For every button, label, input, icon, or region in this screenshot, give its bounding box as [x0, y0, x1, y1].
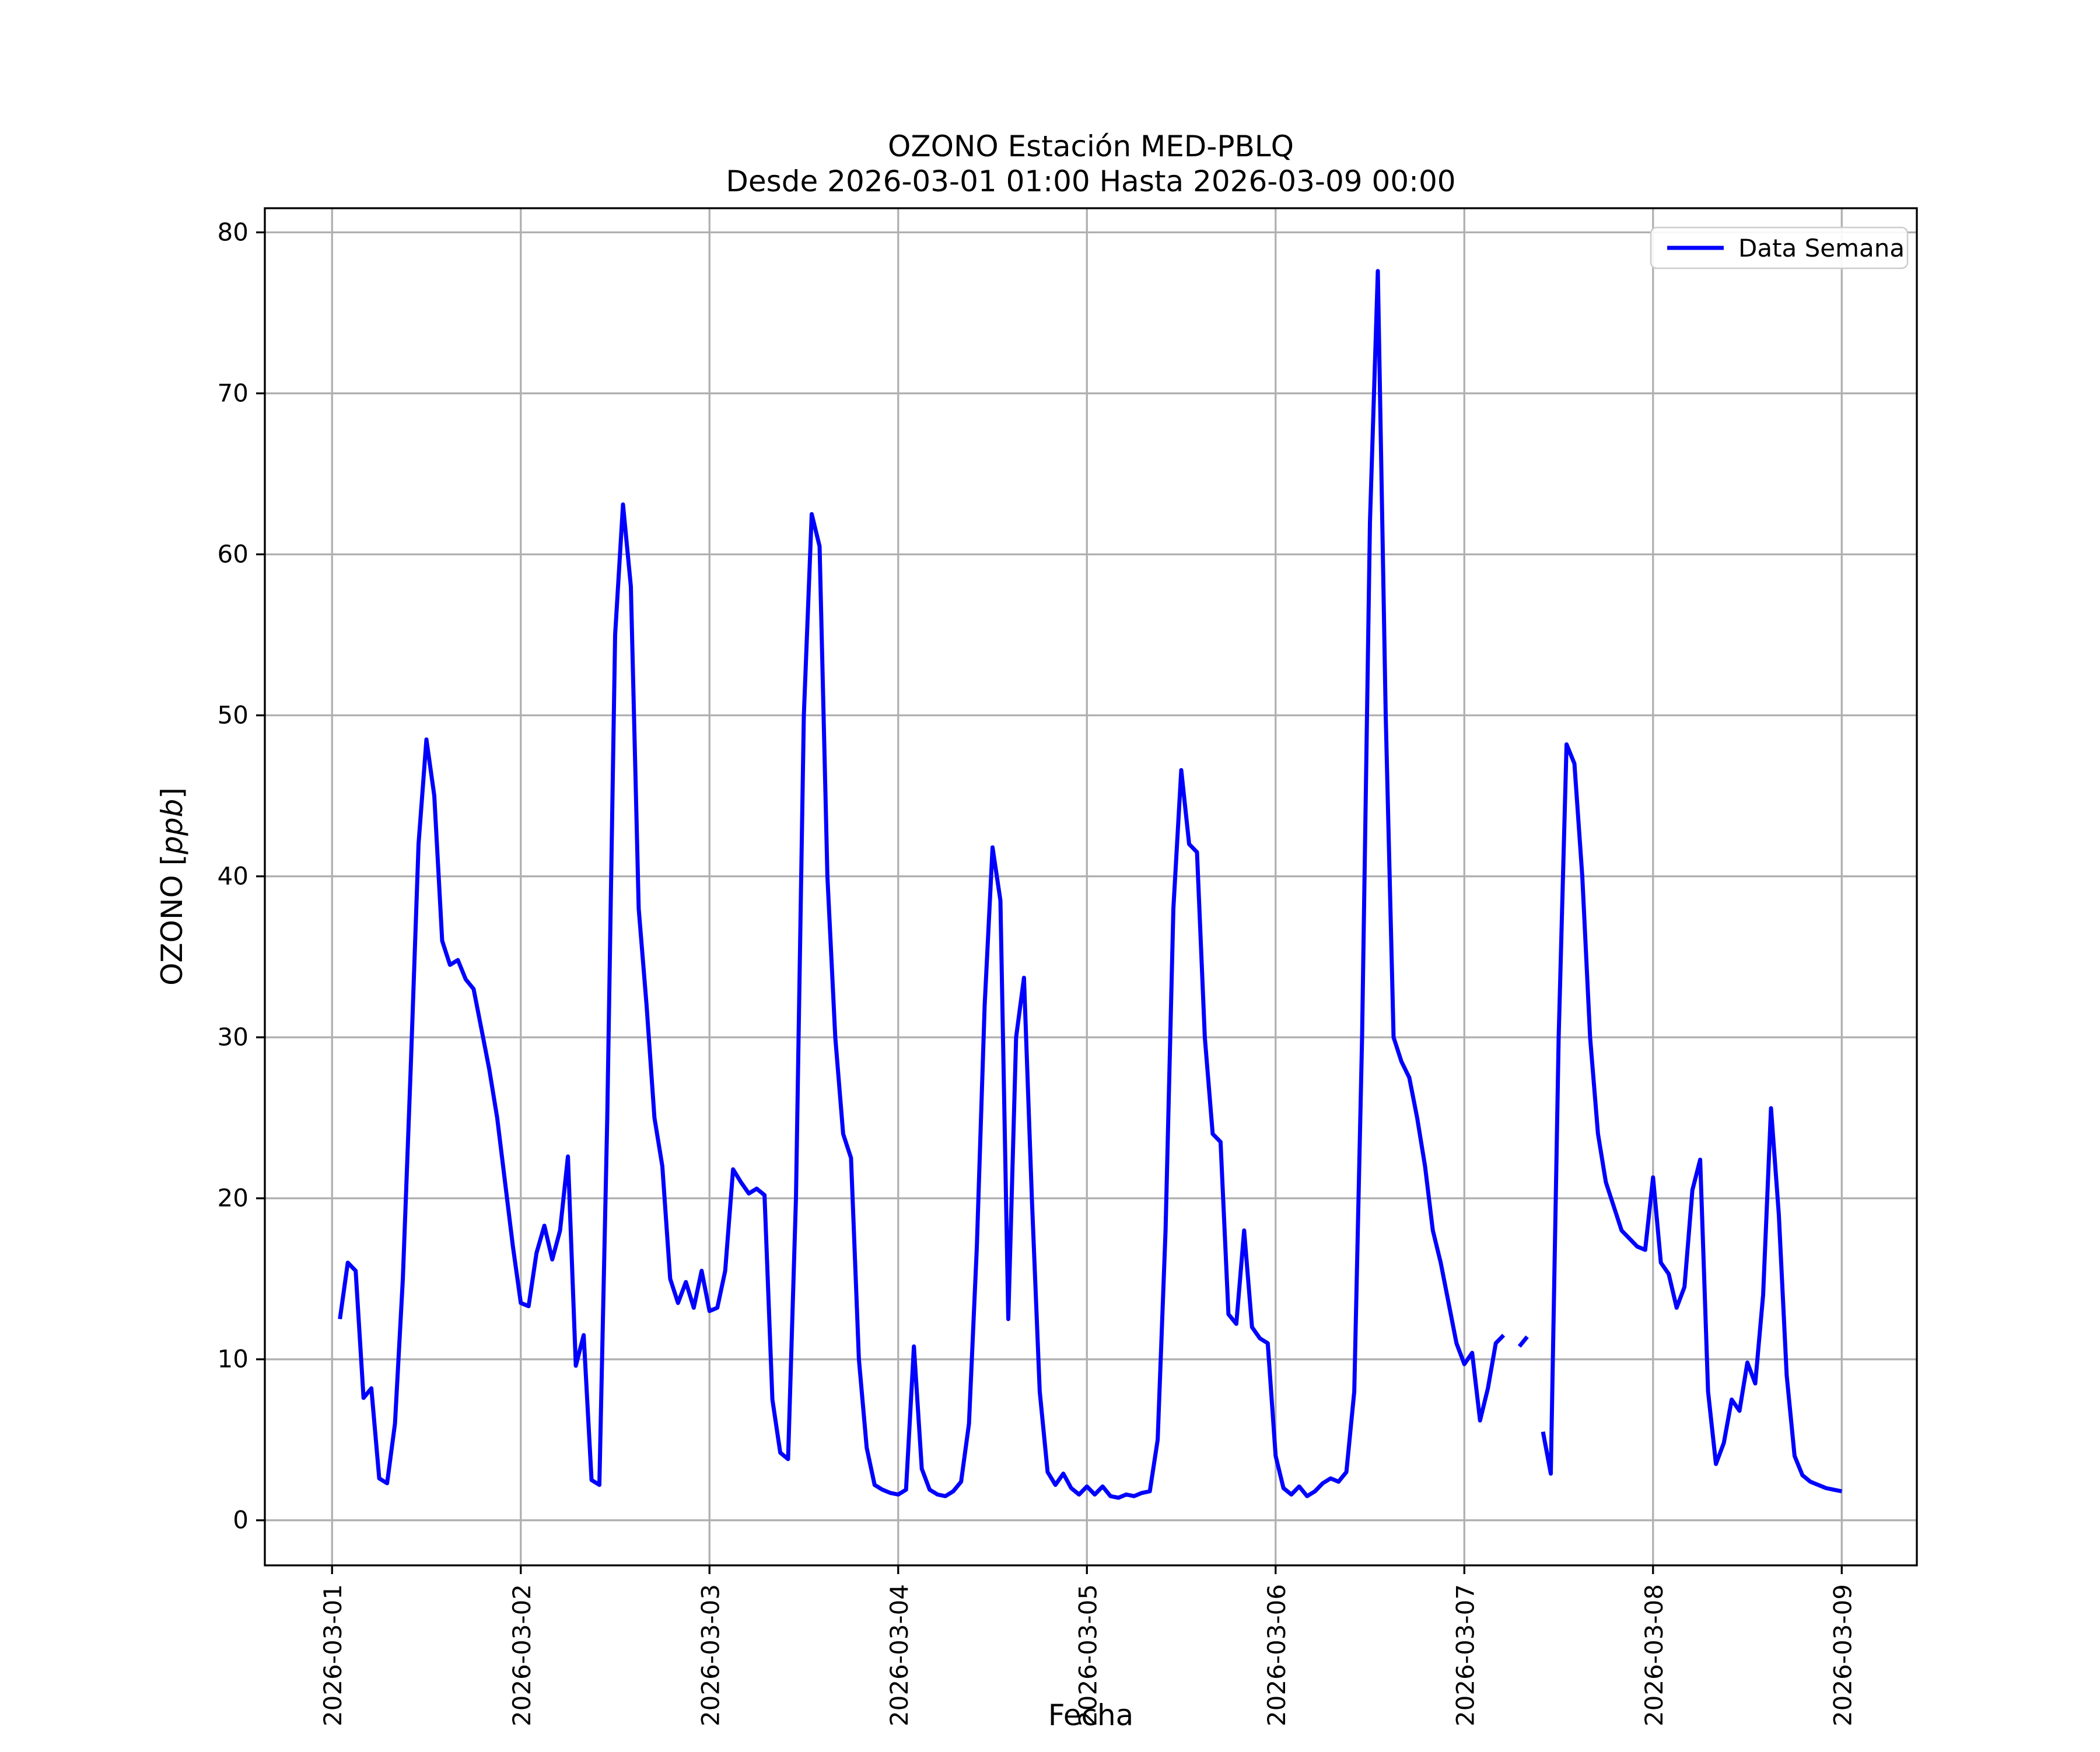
axis-ticks-and-labels: 0 10 20 30 40 50 60 70 80 2026-03-01 2026-03-02 202… [218, 218, 1857, 1726]
y-axis-label: OZONO [ppb] [155, 787, 189, 986]
y-tick-label: 60 [218, 539, 249, 568]
x-tick-label: 2026-03-07 [1451, 1584, 1479, 1726]
ozone-series-path [338, 269, 1842, 1500]
y-tick-label: 0 [233, 1506, 249, 1534]
x-tick-label: 2026-03-04 [885, 1584, 914, 1726]
y-tick-label: 70 [218, 379, 249, 407]
chart-subtitle: Desde 2026-03-01 01:00 Hasta 2026-03-09 … [726, 164, 1455, 198]
data-series-line [338, 269, 1842, 1500]
x-tick-label: 2026-03-05 [1073, 1584, 1102, 1726]
x-tick-label: 2026-03-02 [508, 1584, 536, 1726]
x-axis-label: Fecha [1048, 1698, 1134, 1732]
legend-label: Data Semana [1738, 234, 1905, 262]
x-tick-label: 2026-03-06 [1262, 1584, 1291, 1726]
x-tick-label: 2026-03-01 [318, 1584, 347, 1726]
legend: Data Semana [1650, 226, 1909, 269]
x-tick-label: 2026-03-03 [696, 1584, 724, 1726]
x-tick-label: 2026-03-08 [1640, 1584, 1668, 1726]
chart-title: OZONO Estación MED-PBLQ [888, 129, 1294, 163]
y-tick-label: 20 [218, 1184, 249, 1213]
y-tick-label: 10 [218, 1345, 249, 1373]
grid-lines [265, 208, 1917, 1565]
y-tick-label: 30 [218, 1023, 249, 1052]
y-tick-label: 80 [218, 218, 249, 246]
y-tick-label: 50 [218, 701, 249, 730]
y-tick-label: 40 [218, 862, 249, 891]
plot-frame [264, 207, 1918, 1567]
legend-frame [1650, 226, 1909, 269]
x-tick-label: 2026-03-09 [1828, 1584, 1857, 1726]
